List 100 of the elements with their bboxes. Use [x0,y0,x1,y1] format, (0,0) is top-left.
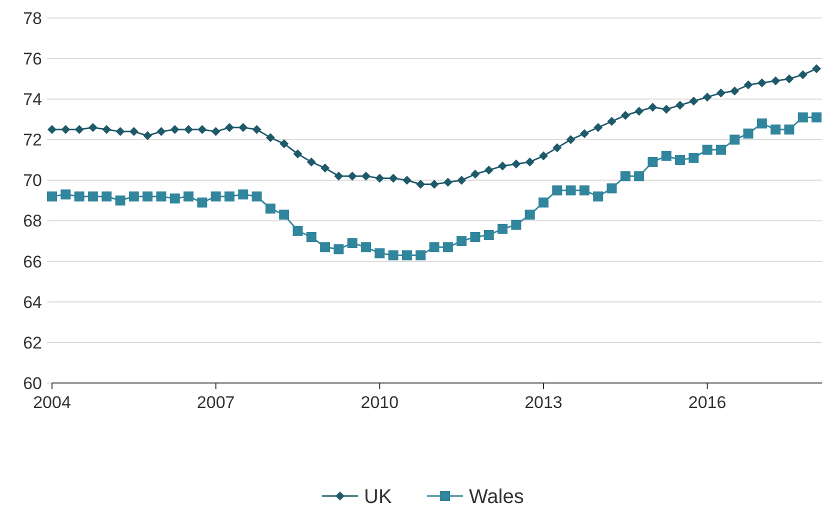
point [648,156,658,167]
point [334,172,344,181]
point [170,193,180,204]
point [224,123,234,132]
point [579,185,590,196]
point [484,230,494,240]
point [512,160,521,168]
point [470,232,480,242]
point [128,191,139,202]
point [716,88,726,98]
point [292,226,303,236]
point [279,210,290,220]
point [784,124,794,135]
point [689,96,698,106]
point [484,166,494,175]
point [538,151,548,160]
point [224,191,234,202]
x-tick-label: 2007 [196,393,235,412]
point [362,172,371,181]
point [730,86,740,96]
y-tick-label: 68 [23,212,42,231]
point [61,125,70,134]
y-tick-label: 78 [23,8,42,28]
point [525,157,534,166]
point [129,127,138,136]
x-tick-label: 2010 [360,393,399,412]
point [771,76,780,86]
point [552,143,562,152]
x-tick-label: 2013 [524,393,562,412]
point [252,125,262,134]
point [620,171,630,182]
point [648,102,658,112]
y-tick-label: 60 [23,374,42,393]
point [348,172,357,181]
y-tick-label: 70 [23,171,42,190]
point [238,123,248,132]
point [102,191,112,202]
point [211,127,220,136]
point [716,144,726,155]
point [756,118,767,128]
point [60,189,71,200]
y-tick-label: 74 [23,90,42,110]
point [702,144,712,155]
point [347,238,358,248]
point [156,127,166,136]
point [430,180,439,189]
point [676,100,685,110]
point [156,191,166,202]
point [661,150,672,161]
point [552,185,562,196]
point [74,125,84,134]
y-tick-label: 62 [23,333,42,352]
point [416,180,426,189]
point [634,171,644,182]
point [594,123,603,132]
point [170,125,180,134]
legend-label: UK [364,486,392,508]
point [580,129,589,138]
x-tick-label: 2004 [33,393,71,412]
point [142,191,153,202]
point [115,196,126,206]
point [361,242,372,252]
point [374,248,385,258]
point [511,220,522,230]
point [730,134,740,145]
point [306,157,316,166]
point [498,224,508,234]
point [48,125,56,134]
point [442,242,453,252]
point [770,124,781,135]
point [606,183,617,194]
point [812,112,822,122]
point [266,133,275,142]
point [320,164,330,173]
point [334,244,344,254]
point [184,125,194,134]
point [634,106,644,116]
point [74,191,84,202]
point [566,185,576,196]
point [88,191,98,202]
point [784,74,794,84]
point [798,112,808,122]
point [429,242,440,252]
point [184,191,194,202]
point [456,236,467,246]
point [375,174,384,183]
point [812,64,822,74]
point [688,152,699,163]
point [743,128,754,139]
point [757,78,766,88]
point [143,131,152,140]
point [402,176,412,185]
point [116,127,125,136]
point [457,176,466,185]
y-tick-label: 66 [23,252,42,272]
point [47,191,57,202]
point [470,170,480,179]
legend-label: Wales [469,486,524,508]
point [675,154,686,165]
point [538,198,548,208]
